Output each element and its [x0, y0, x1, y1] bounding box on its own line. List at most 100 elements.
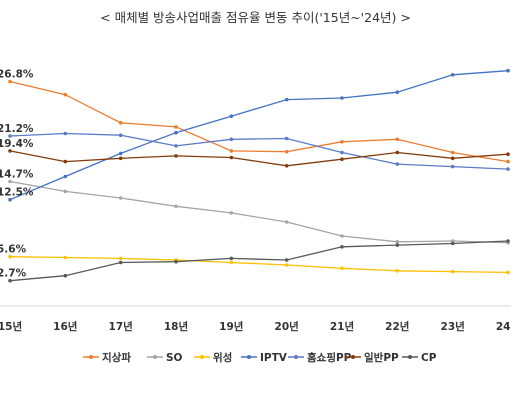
data-point: [118, 121, 123, 125]
data-point: [340, 140, 344, 144]
data-point: [284, 258, 289, 262]
data-point: [395, 150, 400, 155]
series-line: [9, 180, 509, 244]
legend-item: IPTV: [241, 352, 288, 364]
data-point: [506, 270, 510, 275]
data-point: [450, 241, 455, 246]
data-point: [506, 152, 510, 156]
legend-marker: [408, 355, 412, 359]
data-point: [174, 259, 178, 264]
legend-marker: [89, 355, 93, 359]
data-point: [340, 150, 344, 155]
series-2: [8, 179, 510, 245]
data-point: [8, 179, 12, 184]
data-label: 19.4%: [0, 138, 34, 150]
data-point: [395, 90, 400, 94]
series-line: [9, 80, 509, 163]
legend-item: 위성: [194, 351, 232, 364]
data-point: [284, 149, 289, 154]
data-point: [395, 243, 400, 247]
data-point: [229, 256, 234, 261]
series-line: [9, 240, 509, 282]
data-label: 14.7%: [0, 169, 34, 181]
data-point: [174, 204, 178, 209]
data-point: [450, 269, 455, 274]
data-point: [8, 134, 12, 138]
legend: 지상파 SO 위성 IPTV 홈쇼핑PP 일반PP CP: [83, 351, 437, 364]
data-label: 5.6%: [0, 244, 27, 256]
data-point: [63, 273, 68, 278]
series-line: [9, 70, 509, 201]
data-point: [118, 133, 123, 137]
data-point: [506, 239, 510, 243]
x-tick-label: 20년: [275, 320, 299, 333]
data-labels: 26.8% 21.2% 19.4% 14.7% 12.5% 5.6% 2.7%: [0, 69, 34, 280]
legend-marker: [247, 355, 251, 359]
legend-marker: [200, 355, 204, 359]
data-point: [8, 149, 12, 153]
data-point: [8, 79, 12, 84]
data-point: [118, 156, 123, 161]
legend-label: SO: [166, 352, 183, 364]
legend-item: 지상파: [83, 351, 131, 364]
data-point: [395, 162, 400, 166]
series-6: [8, 149, 510, 168]
x-tick-label: 24년: [496, 320, 511, 333]
data-label: 12.5%: [0, 187, 34, 199]
data-label: 26.8%: [0, 69, 34, 81]
data-point: [229, 149, 234, 153]
data-point: [340, 96, 344, 100]
data-point: [63, 92, 68, 97]
x-tick-label: 19년: [219, 320, 243, 333]
data-point: [63, 131, 68, 136]
data-point: [284, 164, 289, 168]
data-point: [450, 164, 455, 169]
legend-marker: [294, 355, 298, 359]
data-point: [284, 97, 289, 102]
x-tick-label: 21년: [330, 320, 354, 333]
x-tick-label: 18년: [164, 320, 188, 333]
legend-label: CP: [421, 352, 437, 364]
legend-label: 위성: [213, 351, 232, 364]
data-point: [63, 174, 68, 179]
x-tick-label: 23년: [441, 320, 465, 333]
data-point: [174, 125, 178, 129]
series-line: [9, 256, 509, 274]
data-point: [340, 234, 344, 238]
series-7: [8, 239, 510, 283]
data-point: [118, 260, 123, 265]
series-5: [8, 131, 510, 171]
data-point: [174, 154, 178, 158]
data-point: [118, 256, 123, 261]
data-point: [506, 167, 510, 171]
data-point: [450, 150, 455, 155]
chart-title: < 매체별 방송사업매출 점유율 변동 추이('15년~'24년) >: [100, 10, 411, 25]
data-point: [8, 278, 12, 283]
data-point: [63, 159, 68, 164]
data-point: [450, 73, 455, 77]
series-line: [9, 132, 509, 170]
data-label: 21.2%: [0, 123, 34, 135]
data-point: [284, 220, 289, 224]
x-tick-label: 22년: [385, 320, 409, 333]
legend-label: IPTV: [260, 352, 288, 364]
data-point: [118, 151, 123, 156]
data-point: [284, 136, 289, 141]
series-3: [8, 254, 510, 275]
data-point: [506, 159, 510, 164]
x-tick-labels: 15년 16년 17년 18년 19년 20년 21년 22년 23년 24년: [0, 320, 511, 333]
data-point: [63, 255, 68, 260]
data-point: [229, 137, 234, 142]
x-tick-label: 16년: [53, 320, 77, 333]
data-point: [229, 155, 234, 160]
data-point: [8, 197, 12, 202]
legend-marker: [351, 355, 355, 359]
legend-item: 일반PP: [345, 351, 399, 364]
data-label: 2.7%: [0, 268, 27, 280]
data-point: [506, 68, 510, 73]
data-point: [63, 189, 68, 194]
legend-label: 지상파: [102, 351, 131, 364]
legend-item: CP: [402, 352, 437, 364]
legend-label: 일반PP: [364, 351, 399, 364]
